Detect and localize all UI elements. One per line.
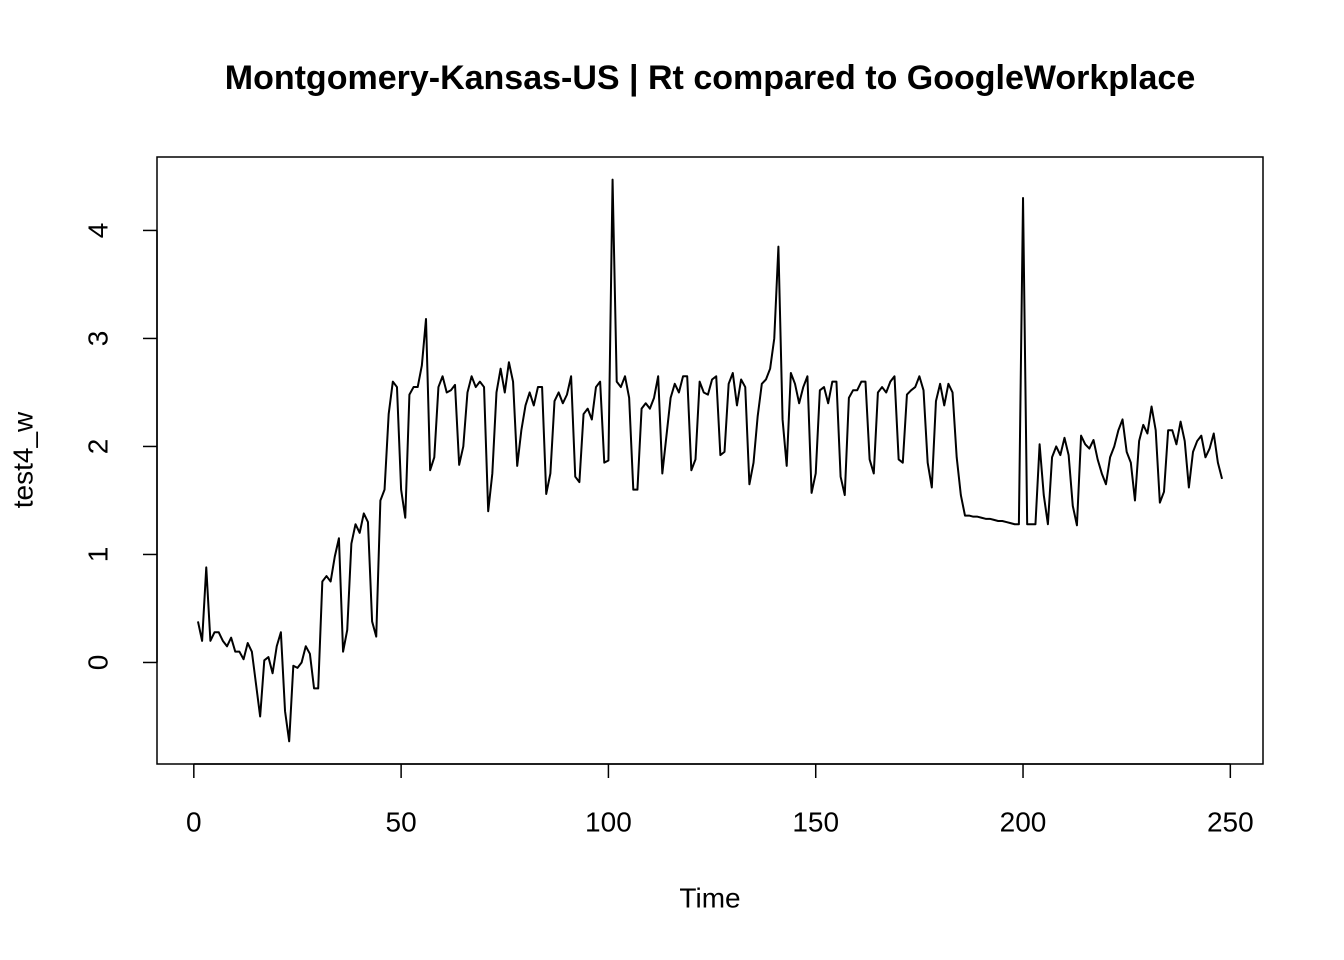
x-tick-label: 100 <box>585 806 632 837</box>
data-line <box>196 178 1224 743</box>
x-axis-label: Time <box>679 882 740 913</box>
y-tick-label: 0 <box>82 655 113 671</box>
x-tick-label: 0 <box>186 806 202 837</box>
y-tick-label: 3 <box>82 331 113 347</box>
y-axis-label: test4_w <box>7 411 38 508</box>
x-tick-label: 200 <box>1000 806 1047 837</box>
chart-title: Montgomery-Kansas-US | Rt compared to Go… <box>225 59 1195 97</box>
x-tick-label: 250 <box>1207 806 1254 837</box>
x-tick-label: 50 <box>386 806 417 837</box>
y-tick-label: 2 <box>82 439 113 455</box>
y-tick-label: 1 <box>82 547 113 563</box>
x-tick-label: 150 <box>792 806 839 837</box>
y-tick-label: 4 <box>82 223 113 239</box>
